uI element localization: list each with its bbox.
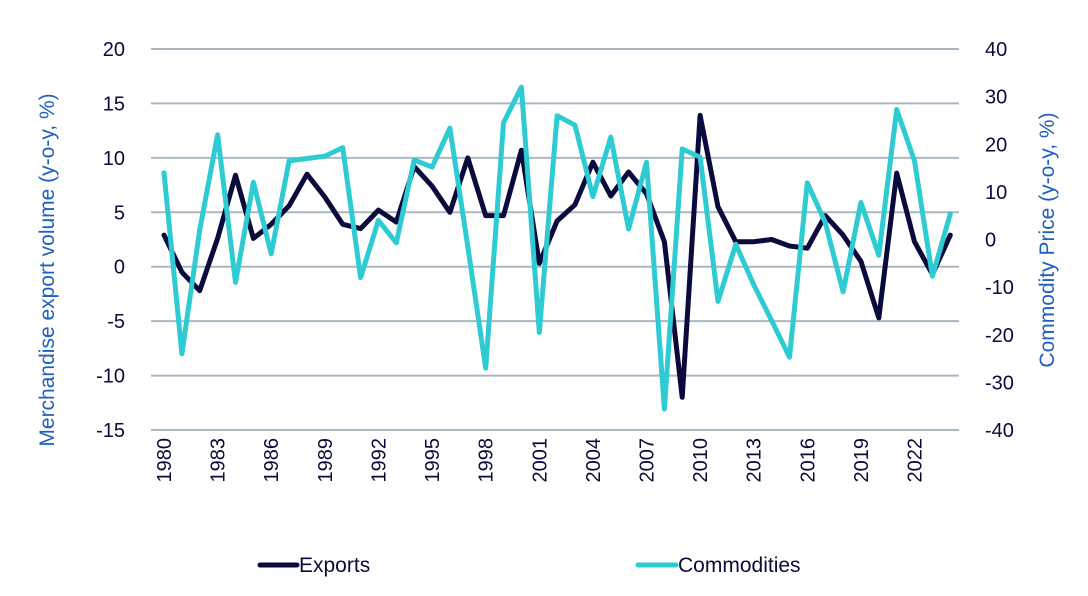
legend-label-commodities: Commodities [678, 554, 801, 577]
right-tick-label: 0 [985, 230, 996, 252]
x-tick-label: 1980 [154, 438, 176, 483]
right-tick-label: -40 [985, 420, 1014, 442]
left-axis-title: Merchandise export volume (y-o-y, %) [36, 93, 59, 446]
right-tick-label: 20 [985, 134, 1007, 156]
x-tick-label: 1998 [476, 438, 498, 483]
left-tick-label: -10 [96, 366, 125, 388]
x-tick-label: 2022 [905, 438, 927, 483]
left-tick-label: 0 [114, 257, 125, 279]
x-tick-label: 1986 [261, 438, 283, 483]
right-tick-label: -20 [985, 325, 1014, 347]
right-axis-ticks: 40 30 20 10 0 -10 -20 -30 -40 [985, 39, 1014, 442]
left-tick-label: 20 [103, 39, 125, 61]
legend: Exports Commodities [257, 554, 801, 577]
series-lines [161, 84, 953, 412]
x-tick-label: 2010 [690, 438, 712, 483]
left-tick-label: -5 [107, 311, 125, 333]
left-tick-label: 15 [103, 93, 125, 115]
left-axis-ticks: 20 15 10 5 0 -5 -10 -15 [96, 39, 125, 442]
right-tick-label: -30 [985, 372, 1014, 394]
left-tick-label: -15 [96, 420, 125, 442]
right-tick-label: 30 [985, 87, 1007, 109]
left-tick-label: 10 [103, 148, 125, 170]
right-axis-title: Commodity Price (y-o-y, %) [1036, 112, 1059, 367]
x-tick-label: 2019 [851, 438, 873, 483]
x-tick-label: 1995 [422, 438, 444, 483]
x-axis-ticks: 1980 1983 1986 1989 1992 1995 1998 2001 2004 2007… [154, 438, 927, 483]
left-tick-label: 5 [114, 202, 125, 224]
x-tick-label: 2016 [797, 438, 819, 483]
right-tick-label: 10 [985, 182, 1007, 204]
right-tick-label: 40 [985, 39, 1007, 61]
x-tick-label: 2013 [744, 438, 766, 483]
legend-label-exports: Exports [299, 554, 370, 577]
x-tick-label: 1989 [315, 438, 337, 483]
x-tick-label: 1992 [368, 438, 390, 483]
right-tick-label: -10 [985, 277, 1014, 299]
x-tick-label: 2007 [636, 438, 658, 483]
x-tick-label: 1983 [208, 438, 230, 483]
x-tick-label: 2001 [529, 438, 551, 483]
x-tick-label: 2004 [583, 438, 605, 483]
series-line-commodities [161, 84, 953, 412]
